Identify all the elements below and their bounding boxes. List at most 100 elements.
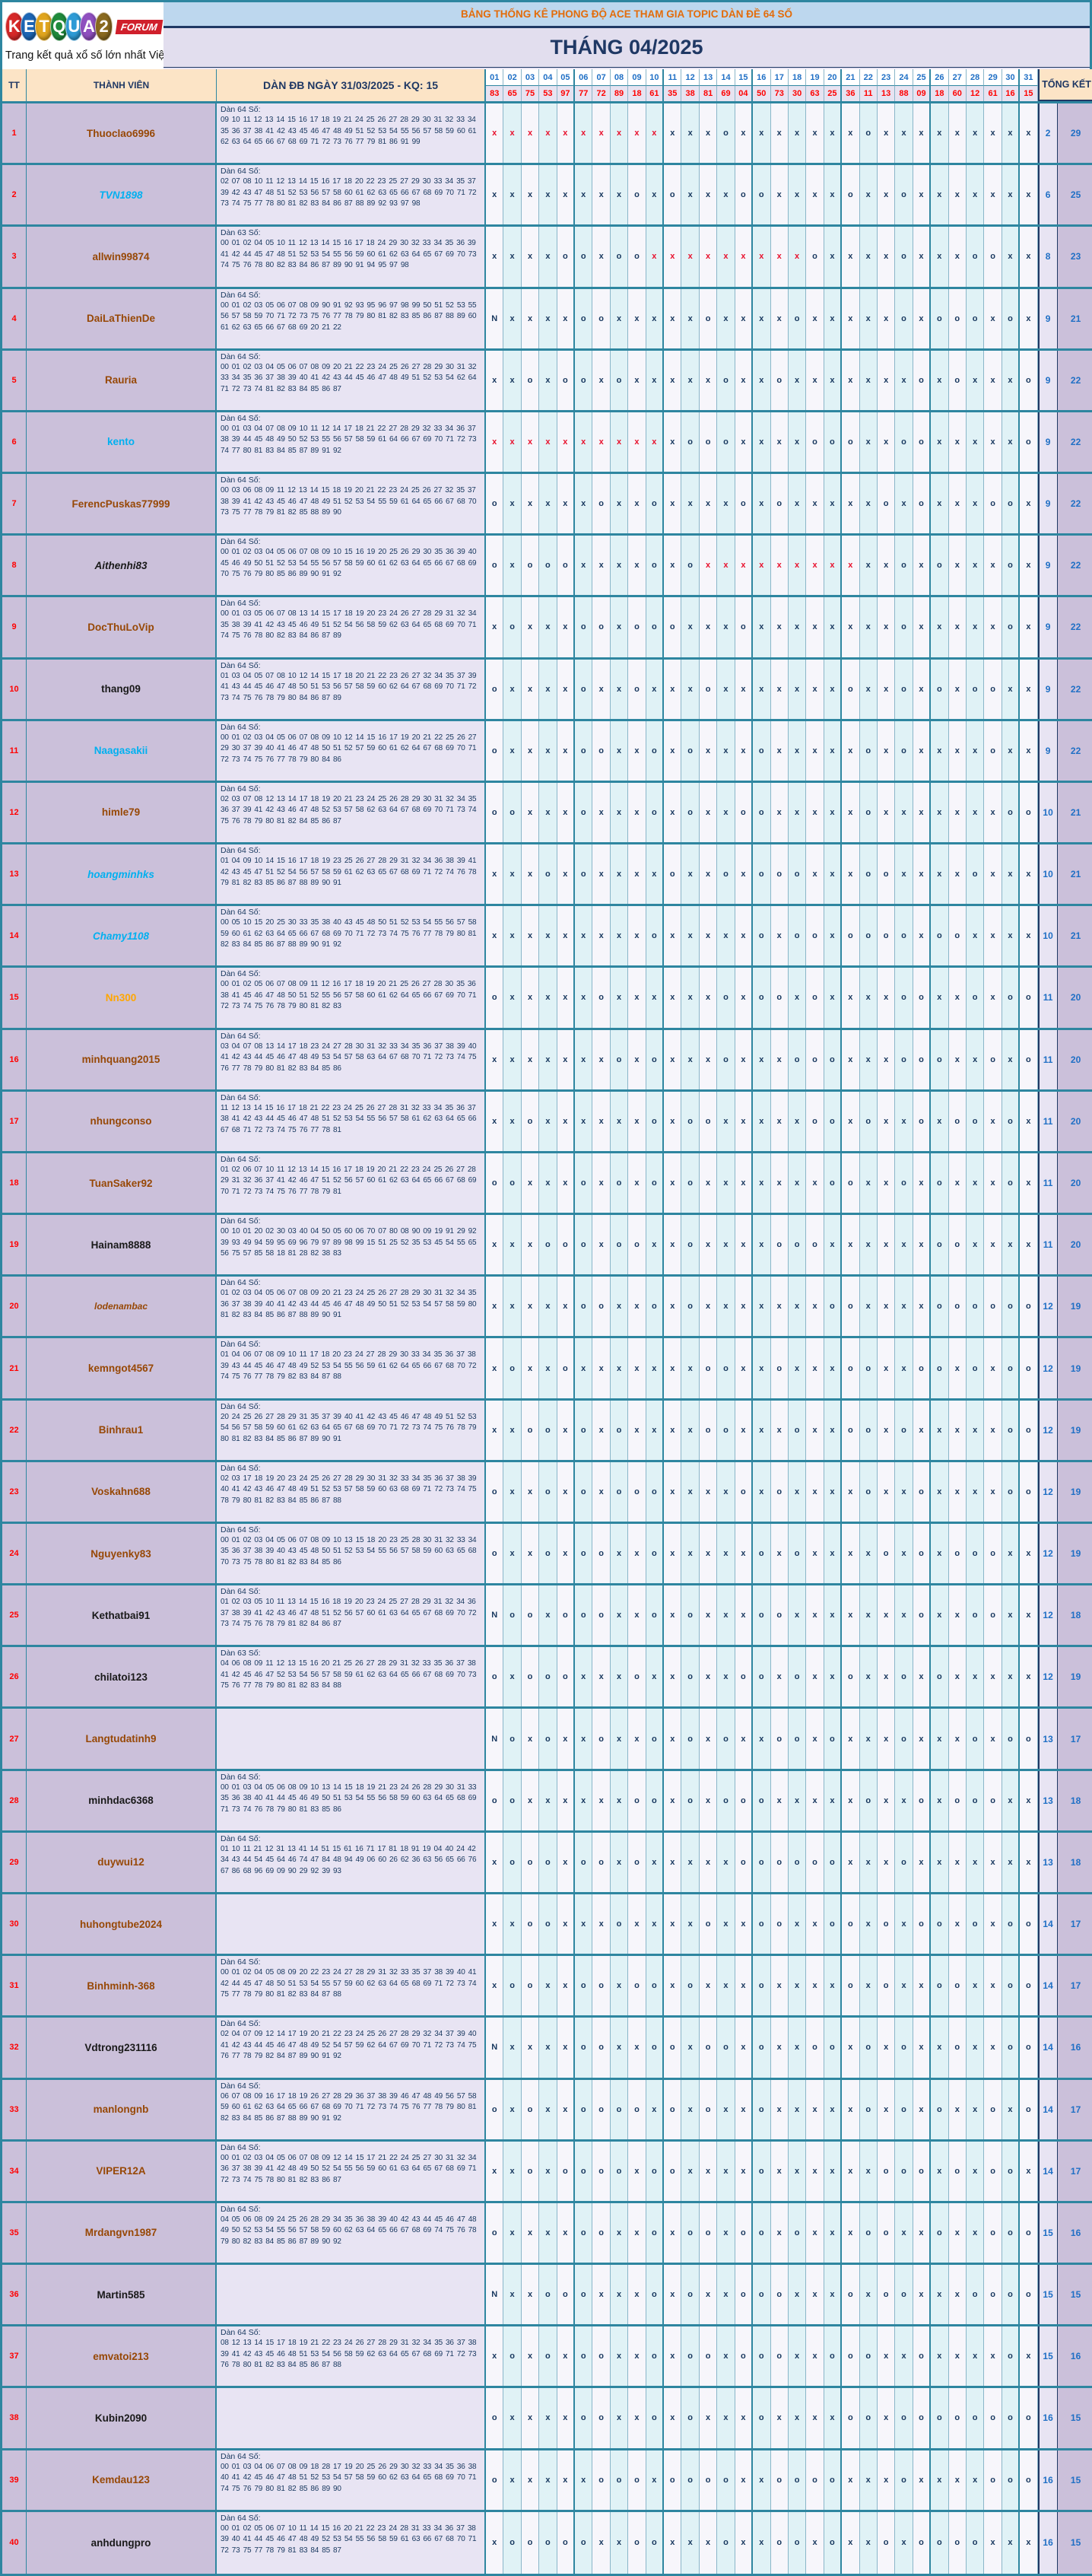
day-mark-12: o [681,2326,700,2387]
day-mark-20: x [824,2202,843,2263]
day-mark-09: x [628,1091,646,1151]
miss-mark: x [759,252,764,262]
day-mark-25: x [913,906,932,966]
day-mark-24: x [895,1956,913,2016]
total-wins: 12 [1037,1338,1058,1398]
day-mark-03: x [521,906,540,966]
total-wins: 13 [1037,1832,1058,1892]
day-mark-05: o [557,1647,576,1707]
day-mark-16: o [753,1956,771,2016]
total-wins: 14 [1037,1956,1058,2016]
day-mark-26: o [931,1956,949,2016]
day-mark-06: x [575,2450,593,2510]
dan-numbers-cell: Dàn 64 Số: 01 04 09 10 14 15 16 17 18 19 … [217,844,486,905]
dan-numbers-cell: Dàn 64 Số: 01 04 06 07 08 09 10 11 17 18 … [217,1338,486,1398]
day-mark-06: x [575,968,593,1028]
member-name: Nguyenky83 [27,1523,217,1584]
day-mark-31: x [1020,844,1038,905]
day-mark-16: x [753,2450,771,2510]
day-mark-04: x [539,350,557,410]
total-wins: 14 [1037,2079,1058,2139]
total-losses: 17 [1057,1709,1092,1769]
day-mark-03: o [521,1956,540,2016]
kq-value-21: 36 [842,86,860,101]
day-mark-18: x [788,2326,807,2387]
day-mark-24: x [895,1461,913,1522]
member-name: Hainam8888 [27,1215,217,1275]
day-mark-24: x [895,1215,913,1275]
day-mark-14: x [717,1647,735,1707]
miss-mark: x [776,252,782,262]
day-mark-29: o [984,2141,1002,2201]
day-mark-23: x [877,597,896,657]
day-mark-24: o [895,2388,913,2448]
day-mark-09: o [628,1461,646,1522]
day-mark-03: x [521,103,540,164]
total-losses: 19 [1057,1338,1092,1398]
day-mark-18: x [788,968,807,1028]
day-mark-02: o [503,1585,522,1646]
day-mark-29: o [984,227,1002,287]
day-mark-19: x [806,1956,824,2016]
day-mark-05: x [557,1277,576,1337]
day-mark-19: x [806,103,824,164]
day-mark-02: x [503,227,522,287]
dan-label: Dàn 64 Số: [221,1216,261,1226]
day-mark-29: x [984,288,1002,348]
day-mark-13: x [699,2141,718,2201]
day-mark-29: x [984,1647,1002,1707]
row-index: 26 [2,1647,27,1707]
day-mark-15: x [735,2388,754,2448]
day-mark-02: x [503,474,522,534]
day-mark-22: x [859,288,878,348]
day-mark-15: x [735,1894,754,1954]
day-mark-07: o [592,1585,611,1646]
day-mark-23: x [877,165,896,225]
day-mark-26: x [931,1709,949,1769]
member-name: Nn300 [27,968,217,1028]
member-name: Binhminh-368 [27,1956,217,2016]
day-mark-13: x [699,1770,718,1830]
member-name: Aithenhi83 [27,536,217,596]
day-mark-04: o [539,536,557,596]
day-mark-05: o [557,2511,576,2574]
day-mark-12: o [681,2388,700,2448]
miss-mark: x [581,129,586,138]
day-mark-18: x [788,597,807,657]
day-mark-10: x [646,1832,665,1892]
day-mark-06: o [575,1153,593,1213]
day-mark-27: x [948,2450,967,2510]
day-mark-21: x [842,288,860,348]
day-mark-06: o [575,844,593,905]
day-mark-27: o [948,1956,967,2016]
day-mark-14: x [717,1091,735,1151]
day-mark-08: o [610,2141,629,2201]
day-mark-18: x [788,474,807,534]
day-mark-16: x [753,2511,771,2574]
day-mark-03: x [521,968,540,1028]
total-losses: 22 [1057,597,1092,657]
member-name: Vdtrong231116 [27,2018,217,2078]
day-mark-06: o [575,2511,593,2574]
day-mark-03: x [521,1029,540,1089]
row-index: 11 [2,720,27,781]
day-mark-04: x [539,1153,557,1213]
total-wins: 12 [1037,1461,1058,1522]
day-mark-17: x [770,165,789,225]
day-mark-14: x [717,1585,735,1646]
member-row: 20 lodenambac Dàn 64 Số: 01 02 03 04 05 06 … [2,1277,1092,1339]
day-mark-13: x [699,1709,718,1769]
day-mark-12: x [681,350,700,410]
day-mark-23: x [877,2018,896,2078]
day-mark-02: x [503,968,522,1028]
day-mark-15: x [735,1215,754,1275]
day-mark-25: o [913,1029,932,1089]
day-mark-25: x [913,103,932,164]
day-mark-01: x [486,2141,504,2201]
day-mark-11: x [664,1832,682,1892]
day-mark-27: x [948,1153,967,1213]
day-mark-02: o [503,1709,522,1769]
day-mark-06: x [575,1029,593,1089]
member-row: 2 TVN1898 Dàn 64 Số: 02 07 08 10 11 12 13 1… [2,165,1092,227]
day-mark-09: x [628,844,646,905]
